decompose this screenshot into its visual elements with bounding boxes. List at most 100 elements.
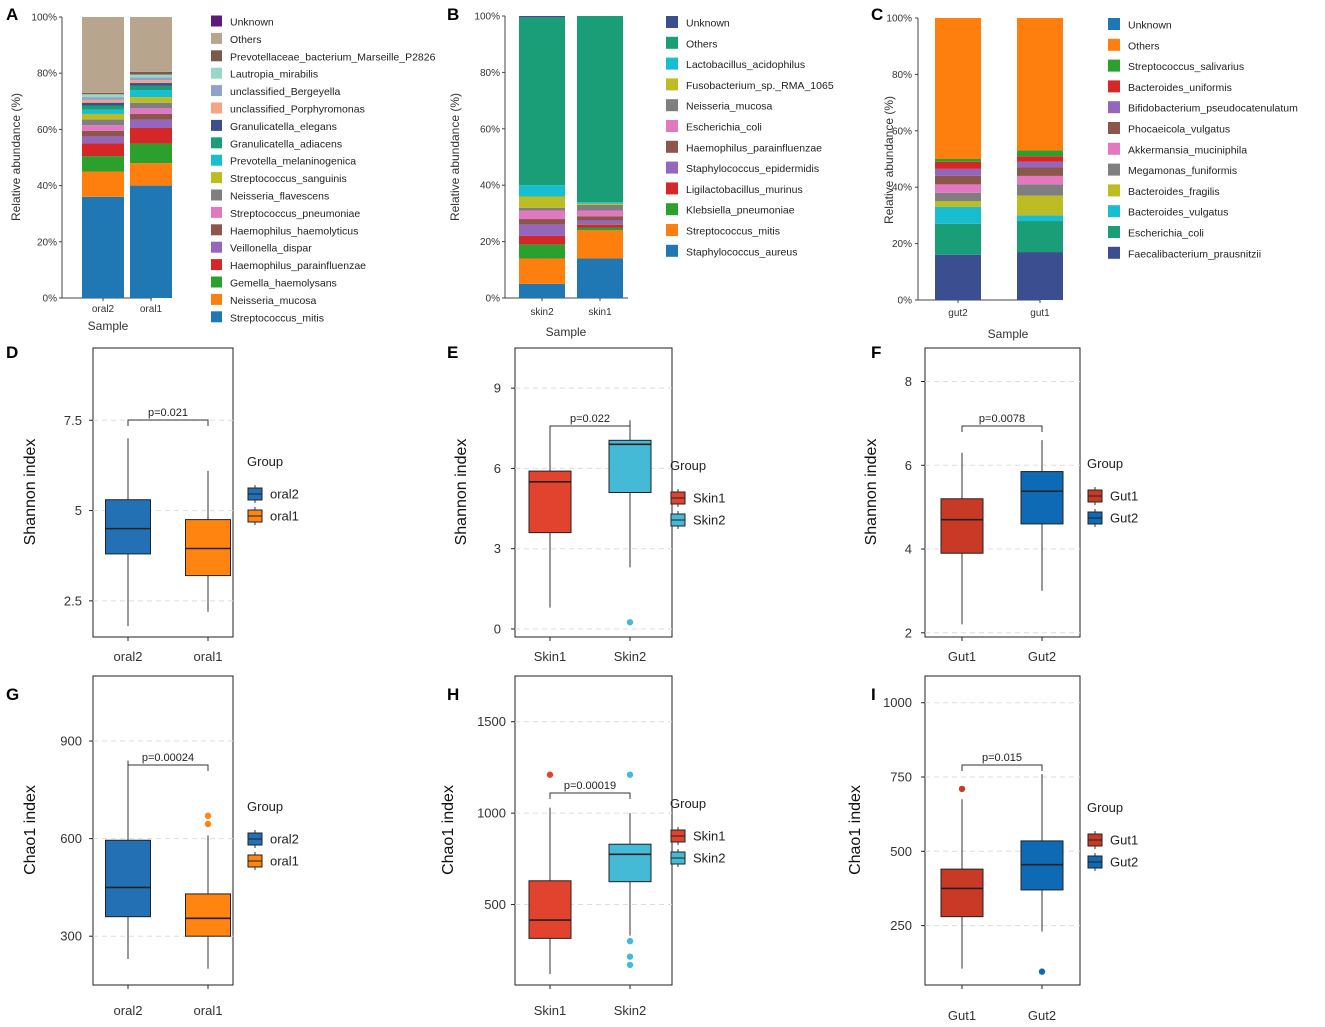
- legend-label: Others: [1128, 40, 1160, 52]
- y-tick-label: 250: [890, 918, 912, 933]
- y-tick-label: 80%: [37, 69, 57, 80]
- p-value-label: p=0.021: [148, 407, 188, 419]
- panel-letter: F: [871, 343, 881, 362]
- bar-segment-skin2-Escherichia_coli: [519, 210, 565, 220]
- legend-swatch: [211, 85, 222, 97]
- legend-label: Gut2: [1110, 855, 1138, 870]
- y-tick-label: 40%: [480, 181, 500, 192]
- bar-segment-skin2-Fusobacterium_sp._RMA_1065: [519, 196, 565, 208]
- legend-swatch: [211, 172, 222, 184]
- box-oral2: [105, 839, 151, 918]
- legend-swatch: [1108, 122, 1120, 134]
- x-tick-label: oral2: [114, 1003, 143, 1018]
- x-tick-label: gut1: [1030, 308, 1050, 319]
- bar-segment-gut2-Faecalibacterium_prausnitzii: [935, 254, 981, 300]
- legend-label: Haemophilus_haemolyticus: [230, 225, 358, 237]
- y-tick-label: 9: [494, 381, 501, 396]
- legend-label: Unknown: [686, 18, 730, 30]
- bar-segment-gut1-Escherichia_coli: [1017, 221, 1063, 253]
- x-tick-label: Gut2: [1028, 649, 1056, 664]
- legend-label: Bacteroides_vulgatus: [1128, 207, 1228, 219]
- legend-label: Unknown: [1128, 20, 1172, 32]
- plot-frame: [92, 347, 234, 638]
- legend-label: Streptococcus_mitis: [230, 312, 324, 324]
- y-tick-label: 80%: [892, 70, 912, 81]
- legend-label: oral1: [270, 854, 299, 869]
- y-tick-label: 1500: [477, 714, 506, 729]
- y-axis-label: Shannon index: [863, 439, 880, 546]
- bar-segment-skin2-Staphylococcus_aureus: [519, 283, 565, 298]
- legend-swatch: [1108, 142, 1120, 155]
- bar-segment-gut2-Phocaeicola_vulgatus: [935, 175, 981, 185]
- box-oral1: [185, 519, 231, 577]
- plot-frame: [92, 675, 234, 986]
- legend-swatch: [666, 140, 678, 153]
- bar-segment-oral1-Streptococcus_pneumoniae: [130, 108, 172, 114]
- bar-segment-gut2-Bacteroides_vulgatus: [935, 206, 981, 224]
- outlier-point: [1038, 968, 1046, 975]
- legend-label: unclassified_Bergeyella: [230, 86, 340, 98]
- bar-segment-skin1-Lactobacillus_acidophilus: [577, 202, 623, 204]
- y-tick-label: 2.5: [64, 593, 82, 608]
- legend-swatch: [211, 189, 222, 201]
- legend-label: Klebsiella_pneumoniae: [686, 205, 795, 217]
- legend-label: oral1: [270, 509, 299, 524]
- bar-segment-skin1-Streptococcus_mitis: [577, 230, 623, 259]
- outlier-point: [626, 953, 634, 960]
- legend-label: Skin2: [693, 851, 726, 866]
- legend-title: Group: [670, 458, 706, 473]
- y-axis-label: Chao1 index: [22, 785, 39, 875]
- y-tick-label: 40%: [37, 181, 57, 192]
- legend-swatch: [1108, 80, 1120, 93]
- bar-segment-skin2-Lactobacillus_acidophilus: [519, 185, 565, 197]
- bar-segment-oral2-Veillonella_dispar: [82, 136, 124, 144]
- significance-bracket: [961, 425, 1043, 432]
- legend-swatch: [211, 32, 222, 44]
- bar-segment-oral2-Neisseria_mucosa: [82, 171, 124, 197]
- legend-label: Streptococcus_pneumoniae: [230, 208, 360, 220]
- bar-segment-gut1-Phocaeicola_vulgatus: [1017, 167, 1063, 176]
- y-tick-label: 20%: [480, 237, 500, 248]
- y-tick-label: 20%: [37, 237, 57, 248]
- legend-swatch: [666, 16, 678, 28]
- y-tick-label: 20%: [892, 239, 912, 250]
- y-tick-label: 6: [494, 461, 501, 476]
- x-tick-label: oral1: [194, 1003, 223, 1018]
- panel-D: D 2.5 5 7.5 oral2 oral1 p=0.021 Shannon index Gr…: [6, 343, 299, 664]
- legend-swatch: [211, 137, 222, 149]
- legend-swatch: [1108, 226, 1120, 238]
- y-tick-label: 600: [60, 831, 82, 846]
- outlier-point: [546, 771, 554, 778]
- legend-swatch: [1108, 205, 1120, 218]
- y-axis-label: Relative abundance (%): [448, 93, 462, 221]
- legend-label: Neisseria_mucosa: [230, 295, 317, 307]
- plot-frame: [924, 675, 1081, 986]
- bar-segment-gut2-Megamonas_funiformis: [935, 192, 981, 202]
- bar-segment-oral2-Streptococcus_mitis: [82, 196, 124, 298]
- significance-bracket: [127, 419, 209, 426]
- bar-segment-gut2-Akkermansia_muciniphila: [935, 184, 981, 193]
- panel-letter: A: [6, 5, 18, 24]
- legend-swatch: [1108, 246, 1120, 259]
- x-tick-label: Skin2: [614, 649, 647, 664]
- legend-swatch: [211, 206, 222, 218]
- bar-segment-gut1-Megamonas_funiformis: [1017, 184, 1063, 196]
- legend-label: Prevotellaceae_bacterium_Marseille_P2826: [230, 51, 436, 63]
- y-tick-label: 2: [905, 625, 912, 640]
- bar-segment-gut1-Bifidobacterium_pseudocatenulatum: [1017, 161, 1063, 168]
- y-tick-label: 100%: [474, 12, 500, 23]
- panel-letter: D: [6, 343, 18, 362]
- legend-label: Granulicatella_adiacens: [230, 138, 342, 150]
- panel-B: B 0% 20% 40% 60% 80% 100% skin2 skin1 Relative ab…: [447, 5, 834, 339]
- bar-segment-oral2-Granulicatella_adiacens: [82, 105, 124, 110]
- bar-segment-oral1-Veillonella_dispar: [130, 119, 172, 128]
- y-tick-label: 80%: [480, 68, 500, 79]
- legend-label: Escherichia_coli: [686, 122, 762, 134]
- x-axis-label: Sample: [88, 319, 129, 333]
- legend-swatch: [211, 293, 222, 305]
- y-tick-label: 1000: [883, 695, 912, 710]
- x-tick-label: skin1: [588, 307, 612, 318]
- p-value-label: p=0.015: [982, 752, 1022, 764]
- bar-segment-skin2-Neisseria_mucosa: [519, 207, 565, 211]
- p-value-label: p=0.0078: [979, 413, 1025, 425]
